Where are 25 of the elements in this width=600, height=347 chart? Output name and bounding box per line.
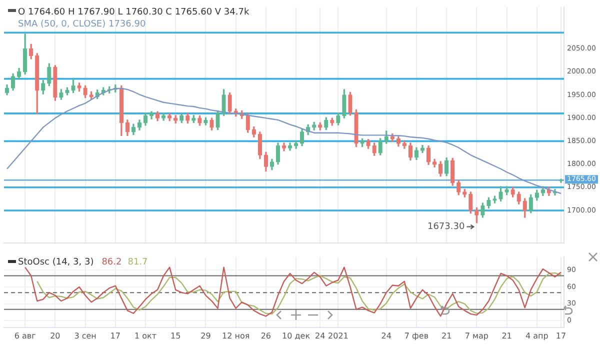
x-tick-label: 10 дек	[282, 331, 310, 340]
annotation: 1673.30	[427, 222, 465, 232]
x-tick-label: 3 сен	[74, 331, 96, 340]
x-tick-label: 7 мар	[464, 331, 489, 340]
x-tick-label: 26	[260, 331, 272, 340]
chart-title: StoOsc (14, 3, 3)	[18, 258, 94, 268]
text: 86.2	[102, 258, 122, 268]
x-tick-label: 20	[50, 331, 60, 340]
x-tick-label: 15	[170, 331, 181, 340]
x-tick-label: 24	[381, 331, 392, 340]
x-tick-label: 7 фев	[404, 331, 429, 340]
x-tick-label: 6 авг	[14, 331, 36, 340]
x-tick-label: 21	[502, 331, 512, 340]
x-tick-label: 17	[110, 331, 120, 340]
text: SMA (50, 0, CLOSE) 1736.90	[18, 20, 146, 30]
chart-title: O 1764.60 H 1767.90 L 1760.30 C 1765.60 V 34.7k	[18, 8, 250, 18]
x-tick-label: 4 апр	[525, 331, 548, 340]
x-tick-label: 29	[200, 331, 211, 340]
x-tick-label: 17	[556, 331, 566, 340]
x-tick-label: 12 ноя	[222, 331, 250, 340]
x-tick-label: 21	[441, 331, 452, 340]
x-tick-label: 2021	[328, 331, 348, 340]
text: 81.7	[128, 258, 148, 268]
x-tick-label: 24	[315, 331, 326, 340]
x-tick-label: 1 окт	[134, 331, 157, 340]
